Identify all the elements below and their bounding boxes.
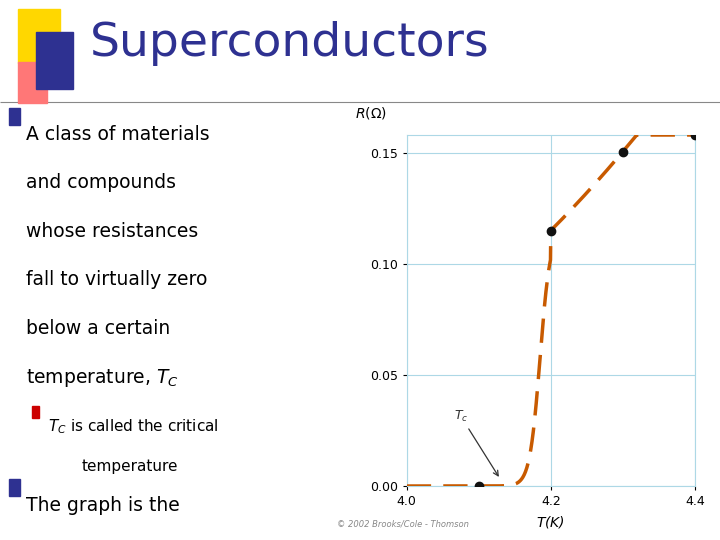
Text: The graph is the: The graph is the — [26, 496, 180, 515]
Text: $T_c$: $T_c$ — [454, 409, 498, 476]
Text: A class of materials: A class of materials — [26, 125, 210, 144]
Text: and compounds: and compounds — [26, 173, 176, 192]
Text: fall to virtually zero: fall to virtually zero — [26, 270, 207, 289]
Text: below a certain: below a certain — [26, 319, 170, 338]
Bar — [9, 480, 19, 496]
Text: temperature: temperature — [82, 459, 179, 474]
Bar — [9, 109, 19, 125]
Bar — [32, 406, 39, 417]
Text: $R(\Omega)$: $R(\Omega)$ — [355, 105, 387, 121]
Text: temperature, $T_C$: temperature, $T_C$ — [26, 367, 179, 389]
Text: Superconductors: Superconductors — [90, 21, 490, 66]
Text: $T_C$ is called the critical: $T_C$ is called the critical — [48, 417, 219, 436]
Bar — [36, 32, 73, 89]
Bar — [18, 9, 60, 63]
Bar — [18, 62, 47, 103]
Text: whose resistances: whose resistances — [26, 222, 198, 241]
Text: © 2002 Brooks/Cole - Thomson: © 2002 Brooks/Cole - Thomson — [337, 519, 469, 529]
X-axis label: $T$(K): $T$(K) — [536, 514, 565, 530]
